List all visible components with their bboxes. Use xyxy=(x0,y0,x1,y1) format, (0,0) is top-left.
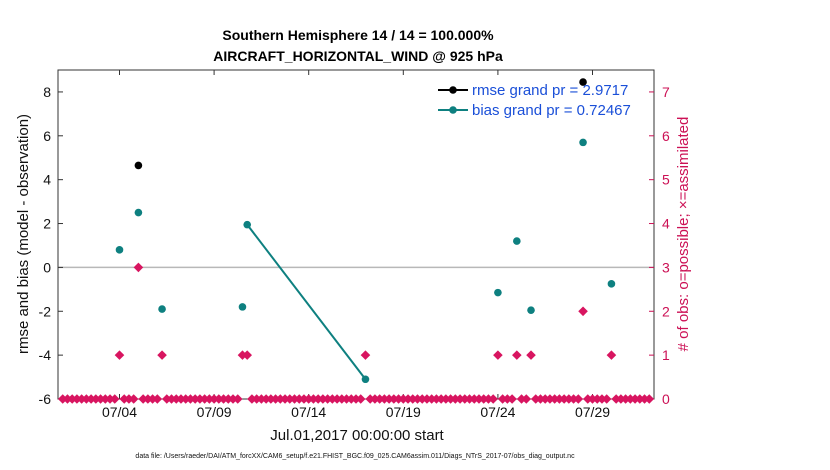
bias-point xyxy=(607,280,616,288)
obs-count-zero-marker xyxy=(128,394,139,404)
y-tick-label-left: -4 xyxy=(39,347,52,363)
x-tick-label: 07/04 xyxy=(102,404,137,420)
y-tick-label-left: 4 xyxy=(43,172,51,188)
bias-point xyxy=(238,303,247,311)
y-tick-label-left: -6 xyxy=(39,391,52,407)
obs-count-zero-marker xyxy=(521,394,532,404)
y-tick-label-right: 7 xyxy=(662,84,670,100)
y-tick-label-left: 0 xyxy=(43,259,51,275)
bias-point xyxy=(513,237,521,245)
obs-count-zero-marker xyxy=(232,394,243,404)
obs-count-marker xyxy=(493,350,503,360)
y-tick-label-right: 2 xyxy=(662,303,670,319)
obs-count-zero-marker xyxy=(488,394,498,404)
obs-count-zero-marker xyxy=(644,394,655,404)
x-tick-label: 07/24 xyxy=(480,404,515,420)
legend-rmse-label: rmse grand pr = 2.9717 xyxy=(472,82,628,99)
x-tick-label: 07/19 xyxy=(386,404,421,420)
y-tick-label-left: 2 xyxy=(43,216,51,232)
bias-point xyxy=(579,138,587,147)
y-tick-label-right: 5 xyxy=(662,172,670,188)
bias-point xyxy=(361,375,370,384)
x-tick-label: 07/29 xyxy=(575,404,610,420)
obs-count-zero-marker xyxy=(355,394,366,404)
obs-count-marker xyxy=(157,350,167,360)
y-tick-label-right: 6 xyxy=(662,128,670,144)
legend-rmse-marker xyxy=(449,86,457,94)
obs-count-zero-marker xyxy=(601,394,612,404)
y-tick-label-right: 0 xyxy=(662,391,670,407)
chart-title-line1: Southern Hemisphere 14 / 14 = 100.000% xyxy=(222,27,494,43)
y-tick-label-right: 4 xyxy=(662,216,670,232)
obs-count-zero-marker xyxy=(573,394,584,404)
obs-count-marker xyxy=(114,350,125,360)
obs-count-zero-marker xyxy=(109,394,120,404)
chart-title-line2: AIRCRAFT_HORIZONTAL_WIND @ 925 hPa xyxy=(213,48,503,64)
obs-count-marker xyxy=(133,262,144,273)
obs-count-marker xyxy=(606,350,617,360)
obs-count-zero-marker xyxy=(152,394,163,404)
bias-point xyxy=(134,208,143,217)
obs-count-marker xyxy=(526,350,536,360)
bias-point xyxy=(158,305,166,313)
y-tick-label-right: 3 xyxy=(662,259,670,275)
bias-point xyxy=(115,246,124,254)
bias-line-segment xyxy=(246,224,367,380)
x-axis-label: Jul.01,2017 00:00:00 start xyxy=(270,427,444,444)
y-tick-label-left: -2 xyxy=(39,303,52,319)
rmse-point xyxy=(134,161,143,170)
legend-bias-label: bias grand pr = 0.72467 xyxy=(472,102,631,119)
footnote: data file: /Users/raeder/DAI/ATM_forcXX/… xyxy=(135,453,575,460)
legend: rmse grand pr = 2.9717 bias grand pr = 0… xyxy=(438,82,631,119)
y-tick-label-right: 1 xyxy=(662,347,670,363)
obs-count-marker xyxy=(242,350,253,360)
bias-point xyxy=(527,306,535,314)
y-tick-label-left: 8 xyxy=(43,84,51,100)
y-tick-label-left: 6 xyxy=(43,128,51,144)
marks-layer xyxy=(57,78,655,404)
legend-bias-marker xyxy=(449,106,457,114)
obs-count-marker xyxy=(512,350,522,360)
obs-count-zero-marker xyxy=(507,394,517,404)
plot-area xyxy=(57,69,655,400)
obs-count-marker xyxy=(360,350,371,360)
bias-point xyxy=(243,220,252,229)
bias-point xyxy=(494,288,502,297)
x-tick-label: 07/14 xyxy=(291,404,326,420)
obs-count-marker xyxy=(578,306,588,317)
y-axis-label-left: rmse and bias (model - observation) xyxy=(15,114,32,354)
x-tick-label: 07/09 xyxy=(197,404,232,420)
rmse-point xyxy=(579,78,587,86)
y-axis-label-right: # of obs: o=possible; ×=assimilated xyxy=(675,117,692,352)
axes-layer: 07/04 07/09 07/14 07/19 07/24 07/29 -6 -4 -2 0 2 4 6… xyxy=(39,70,670,420)
